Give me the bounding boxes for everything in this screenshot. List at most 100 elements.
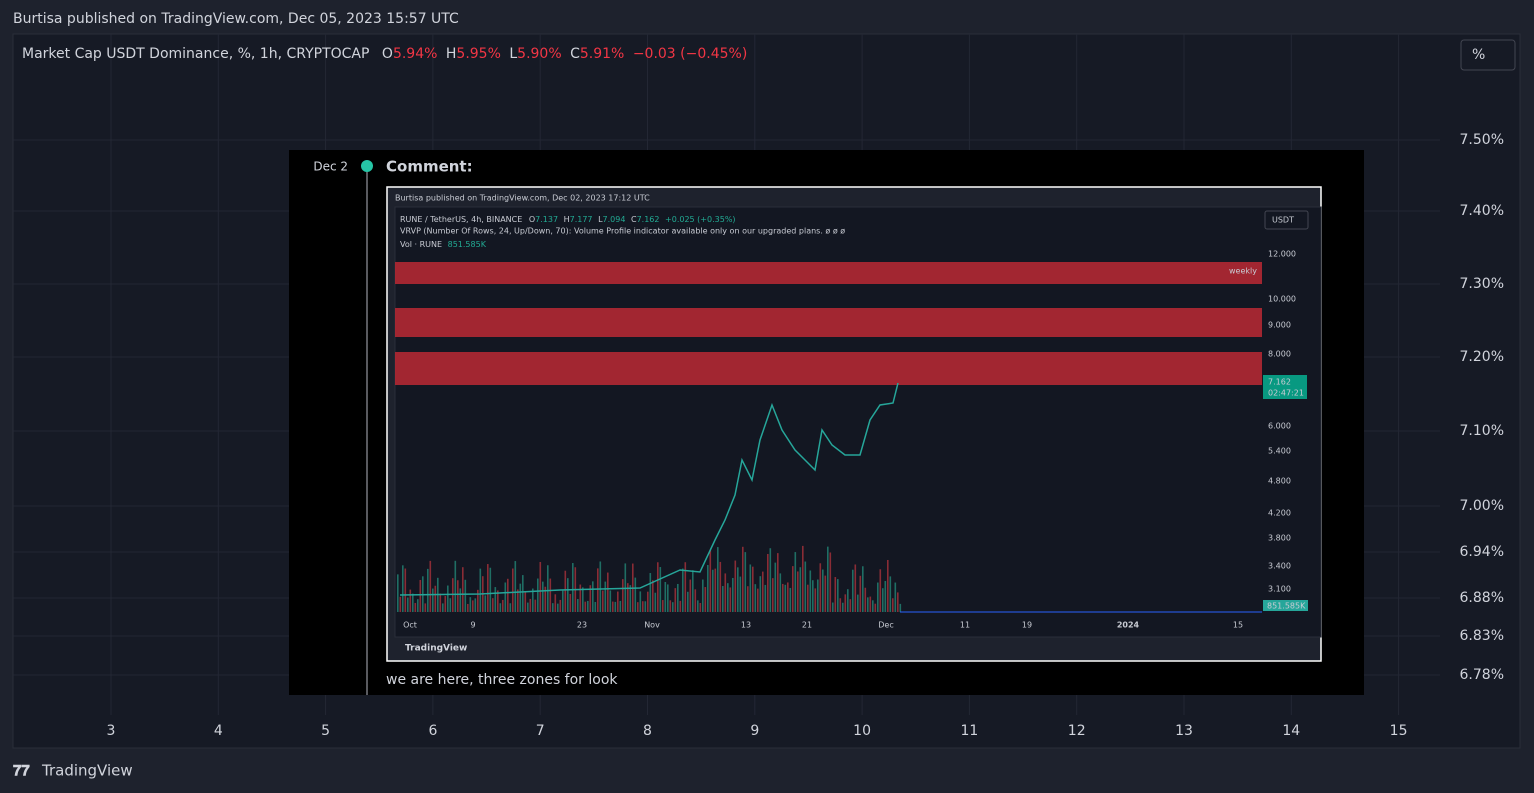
volume-bar-decoration: [767, 553, 769, 612]
legend-key: O: [529, 215, 535, 224]
volume-bar-decoration: [864, 587, 867, 612]
comment-date: Dec 2: [313, 160, 348, 174]
volume-bar-decoration: [489, 567, 492, 612]
volume-bar-decoration: [744, 552, 747, 612]
volume-bar-decoration: [502, 599, 504, 612]
volume-bar-decoration: [739, 576, 742, 612]
embedded-chart-image: Burtisa published on TradingView.com, De…: [386, 186, 1322, 662]
volume-bar-decoration: [812, 580, 814, 612]
time-axis-label: 6: [428, 723, 437, 739]
volume-bar-decoration: [819, 563, 822, 612]
volume-bar-decoration: [622, 579, 624, 612]
volume-bar-decoration: [704, 587, 707, 612]
volume-bar-decoration: [794, 552, 797, 612]
volume-bar-decoration: [892, 598, 894, 612]
volume-bar-decoration: [607, 572, 609, 612]
image-time-label: 13: [741, 621, 751, 630]
image-price-label: 3.800: [1268, 534, 1291, 543]
volume-bar-decoration: [814, 588, 817, 612]
image-price-label: 6.000: [1268, 422, 1291, 431]
legend-change: +0.025 (+0.35%): [665, 215, 736, 224]
image-volume-legend: Vol · RUNE 851.585K: [400, 240, 487, 249]
volume-bar-decoration: [452, 578, 454, 612]
price-axis-label: 7.40%: [1460, 203, 1504, 219]
volume-bar-decoration: [492, 598, 494, 612]
volume-bar-decoration: [774, 562, 777, 612]
volume-bar-decoration: [424, 603, 427, 612]
volume-bar-decoration: [449, 598, 452, 612]
volume-bar-decoration: [404, 568, 407, 612]
volume-bar-decoration: [882, 588, 884, 612]
volume-bar-decoration: [602, 590, 604, 612]
volume-bar-decoration: [834, 577, 837, 612]
volume-bar-decoration: [899, 603, 902, 612]
scale-button-label[interactable]: %: [1472, 47, 1485, 63]
footer-brand: TradingView: [41, 762, 133, 780]
volume-tag-label: 851.585K: [1267, 602, 1306, 611]
volume-bar-decoration: [752, 566, 754, 612]
volume-bar-decoration: [599, 561, 602, 612]
volume-bar-decoration: [867, 597, 869, 612]
image-brand: TradingView: [405, 644, 467, 654]
volume-bar-decoration: [799, 567, 802, 612]
time-axis-label: 15: [1390, 723, 1408, 739]
volume-bar-decoration: [749, 564, 752, 612]
volume-bar-decoration: [879, 569, 882, 612]
volume-bar-decoration: [514, 561, 517, 612]
volume-bar-decoration: [784, 584, 787, 612]
volume-bar-decoration: [787, 582, 789, 612]
volume-bar-decoration: [532, 588, 534, 612]
image-time-label: Nov: [644, 621, 660, 630]
volume-bar-decoration: [824, 575, 827, 612]
legend-key: C: [631, 215, 637, 224]
volume-bar-decoration: [487, 564, 489, 612]
volume-bar-decoration: [792, 566, 794, 612]
volume-bar-decoration: [604, 581, 607, 612]
volume-bar-decoration: [822, 569, 824, 612]
volume-bar-decoration: [874, 603, 877, 612]
volume-bar-decoration: [854, 564, 857, 612]
volume-bar-decoration: [544, 586, 547, 612]
time-axis-label: 4: [214, 723, 223, 739]
time-axis-label: 5: [321, 723, 330, 739]
comment-text: we are here, three zones for look: [386, 672, 618, 688]
volume-bar-decoration: [464, 579, 467, 612]
volume-bar-decoration: [567, 578, 569, 612]
volume-bar-decoration: [434, 585, 437, 612]
volume-bar-decoration: [612, 601, 614, 612]
time-axis-label: 12: [1068, 723, 1086, 739]
volume-bar-decoration: [884, 580, 887, 612]
volume-bar-decoration: [872, 600, 874, 612]
image-indicator: VRVP (Number Of Rows, 24, Up/Down, 70): …: [400, 227, 845, 236]
volume-bar-decoration: [667, 584, 669, 612]
volume-bar-decoration: [579, 584, 582, 612]
volume-bar-decoration: [662, 600, 664, 612]
publish-title: Burtisa published on TradingView.com, De…: [13, 11, 459, 27]
legend-value: 5.94%: [393, 46, 437, 62]
price-axis-label: 7.10%: [1460, 423, 1504, 439]
volume-bar-decoration: [594, 601, 597, 612]
time-axis-label: 10: [853, 723, 871, 739]
zone: [395, 262, 1262, 284]
volume-bar-decoration: [837, 579, 839, 612]
volume-bar-decoration: [597, 568, 599, 612]
volume-bar-decoration: [507, 578, 509, 612]
zone: [395, 352, 1262, 385]
volume-bar-decoration: [674, 588, 677, 612]
volume-bar-decoration: [639, 591, 642, 612]
volume-bar-decoration: [669, 600, 672, 612]
comment-heading: Comment:: [386, 158, 473, 176]
volume-bar-decoration: [817, 579, 819, 612]
legend-symbol: Market Cap USDT Dominance, %, 1h, CRYPTO…: [22, 46, 369, 62]
volume-bar-decoration: [699, 602, 702, 612]
legend-change: −0.03 (−0.45%): [633, 46, 747, 62]
scale-button[interactable]: [1460, 39, 1516, 71]
volume-bar-decoration: [759, 576, 762, 612]
volume-bar-decoration: [832, 602, 834, 612]
volume-bar-decoration: [659, 567, 662, 612]
volume-bar-decoration: [712, 569, 714, 612]
volume-bar-decoration: [889, 576, 892, 612]
volume-bar-decoration: [847, 589, 849, 612]
price-axis-label: 6.88%: [1460, 590, 1504, 606]
volume-bar-decoration: [642, 601, 644, 612]
